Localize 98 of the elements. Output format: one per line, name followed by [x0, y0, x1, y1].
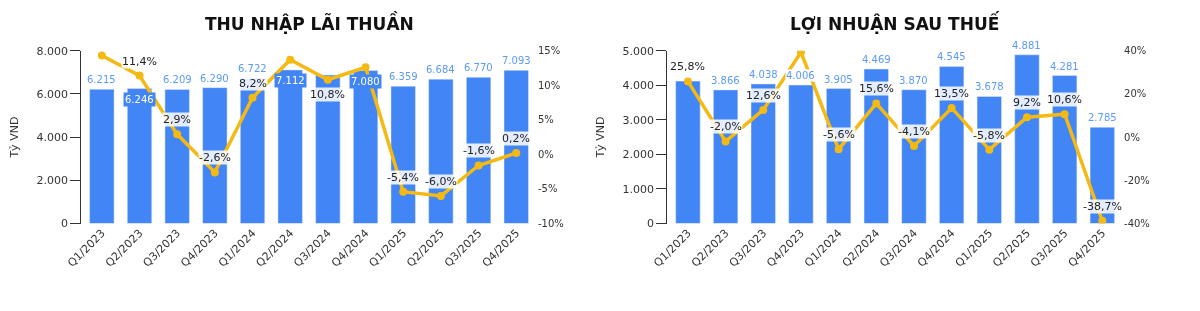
- data-label: 6.359: [389, 71, 418, 82]
- bar: [89, 89, 115, 224]
- y2-tick-label: -20%: [1124, 174, 1150, 186]
- point: [436, 191, 445, 200]
- data-label: 7.080: [351, 76, 380, 87]
- data-label: 4.006: [786, 70, 815, 81]
- data-label: -4,1%: [898, 125, 930, 138]
- data-label: 10,6%: [1047, 93, 1082, 106]
- y-axis-title: Tỷ VND: [8, 116, 22, 159]
- y-tick-label: 4.000: [36, 130, 68, 144]
- bar: [1014, 54, 1040, 224]
- data-label: 4.469: [862, 54, 891, 65]
- data-label: 4.881: [1012, 40, 1041, 51]
- point: [1060, 110, 1069, 119]
- y-tick-label: 1.000: [622, 182, 654, 196]
- data-label: 6.770: [464, 62, 493, 73]
- data-label: 8,2%: [239, 77, 267, 90]
- data-label: 6.209: [163, 74, 192, 85]
- data-label: -5,6%: [823, 128, 855, 141]
- y2-tick-label: 5%: [537, 114, 554, 126]
- y-tick-label: 2.000: [622, 148, 654, 162]
- bar: [675, 80, 701, 224]
- data-label: 6.684: [426, 64, 455, 75]
- y-tick-label: 5.000: [622, 44, 654, 58]
- y2-tick-label: -40%: [1124, 218, 1150, 230]
- data-label: 12,6%: [746, 89, 781, 102]
- point: [173, 130, 182, 139]
- y2-tick-label: 40%: [1124, 45, 1147, 57]
- point: [135, 71, 144, 80]
- y2-tick-label: 0%: [1124, 131, 1140, 143]
- point: [721, 137, 730, 146]
- data-label: 2.785: [1088, 112, 1117, 123]
- point: [248, 93, 257, 102]
- data-label: 25,8%: [670, 60, 705, 73]
- data-label: -2,0%: [710, 120, 742, 133]
- point: [872, 99, 881, 108]
- y2-tick-label: 0%: [537, 148, 554, 160]
- data-label: 3.870: [899, 75, 928, 86]
- y2-tick-label: -5%: [537, 183, 558, 195]
- point: [210, 168, 219, 177]
- chart-title: THU NHẬP LÃI THUẦN: [205, 11, 414, 34]
- point: [97, 51, 106, 60]
- point: [985, 145, 994, 154]
- point: [399, 187, 408, 196]
- data-label: 9,2%: [1013, 96, 1041, 109]
- point: [512, 149, 521, 158]
- data-label: -1,6%: [463, 144, 495, 157]
- point: [759, 105, 768, 114]
- data-label: 3.905: [824, 74, 853, 85]
- bar: [277, 69, 303, 224]
- data-label: -5,8%: [973, 129, 1005, 142]
- data-label: 11,4%: [122, 55, 157, 68]
- y2-tick-label: 15%: [537, 45, 561, 57]
- point: [286, 55, 295, 64]
- point: [474, 161, 483, 170]
- y-tick-label: 0: [60, 217, 68, 231]
- point: [361, 63, 370, 72]
- y2-tick-label: 10%: [537, 79, 561, 91]
- data-label: 2,9%: [163, 113, 191, 126]
- y-tick-label: 2.000: [36, 174, 68, 188]
- y2-tick-label: 20%: [1124, 88, 1147, 100]
- bar: [788, 84, 814, 224]
- data-label: -38,7%: [1083, 200, 1122, 213]
- point: [947, 103, 956, 112]
- y2-tick-label: -10%: [537, 218, 564, 230]
- data-label: 7.093: [502, 55, 531, 66]
- data-label: -2,6%: [199, 151, 231, 164]
- data-label: 4.038: [749, 69, 778, 80]
- data-label: 6.215: [87, 74, 116, 85]
- data-label: 7.112: [276, 75, 305, 86]
- point: [834, 145, 843, 154]
- data-label: 13,5%: [934, 87, 969, 100]
- data-label: 15,6%: [859, 82, 894, 95]
- y-tick-label: 4.000: [622, 79, 654, 93]
- data-label: -5,4%: [387, 171, 419, 184]
- data-label: 3.678: [975, 81, 1004, 92]
- chart-title: LỢI NHUẬN SAU THUẾ: [790, 11, 1000, 34]
- data-label: 6.246: [125, 94, 154, 105]
- data-label: 3.866: [711, 75, 740, 86]
- y-axis-title: Tỷ VND: [594, 116, 608, 159]
- data-label: 0,2%: [502, 132, 530, 145]
- y-tick-label: 6.000: [36, 87, 68, 101]
- data-label: -6,0%: [425, 175, 457, 188]
- point: [796, 50, 805, 57]
- y-tick-label: 3.000: [622, 113, 654, 127]
- bar: [503, 70, 529, 224]
- y-tick-label: 0: [647, 217, 654, 231]
- point: [909, 141, 918, 150]
- point: [683, 77, 692, 86]
- point: [323, 75, 332, 84]
- data-label: 10,8%: [310, 88, 345, 101]
- data-label: 4.545: [937, 51, 966, 62]
- point: [1098, 216, 1107, 224]
- data-label: 6.722: [238, 63, 267, 74]
- y-tick-label: 8.000: [36, 44, 68, 58]
- point: [1022, 113, 1031, 122]
- data-label: 6.290: [200, 73, 229, 84]
- data-label: 4.281: [1050, 61, 1079, 72]
